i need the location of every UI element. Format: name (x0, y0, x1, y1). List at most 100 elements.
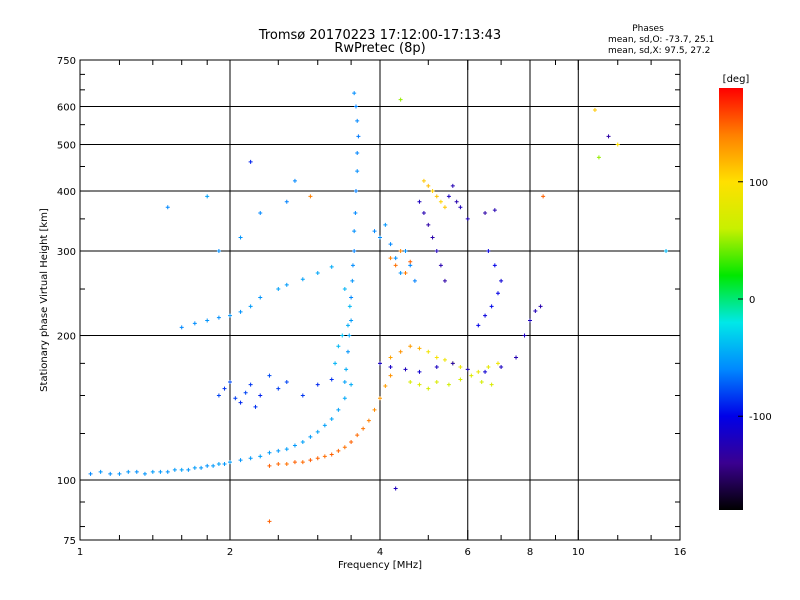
data-point (165, 205, 170, 210)
data-point (408, 263, 413, 268)
data-point (222, 386, 227, 391)
data-point (258, 211, 263, 216)
data-point (398, 349, 403, 354)
data-point (238, 235, 243, 240)
data-point (228, 380, 232, 385)
data-point (430, 189, 435, 194)
data-point (347, 333, 352, 338)
data-point (434, 194, 439, 199)
data-point (378, 361, 382, 366)
data-point (284, 447, 289, 452)
data-point (267, 450, 272, 455)
data-point (393, 263, 398, 268)
data-point (350, 278, 355, 283)
data-point (426, 349, 431, 354)
data-point (238, 400, 243, 405)
x-tick-label: 4 (377, 547, 383, 558)
data-point (355, 169, 360, 174)
data-point (465, 216, 470, 221)
data-point (352, 91, 357, 96)
data-point (222, 461, 227, 466)
axis-ticks: 1 2 4 6 8 10 16 75 100 200 300 400 500 600 750 (57, 56, 686, 558)
colorbar-tick-label: 100 (749, 178, 768, 189)
data-point (333, 361, 338, 366)
data-point (172, 467, 177, 472)
data-point (417, 346, 422, 351)
data-point (150, 469, 155, 474)
data-point (336, 407, 341, 412)
colorbar-tick-label: -100 (749, 412, 772, 423)
data-point (199, 465, 204, 470)
x-tick-label: 6 (465, 547, 471, 558)
data-point (499, 278, 504, 283)
data-points (88, 91, 669, 524)
data-point (284, 461, 289, 466)
data-point (258, 393, 263, 398)
data-point (353, 104, 358, 109)
x-tick-label: 8 (527, 547, 533, 558)
data-point (352, 229, 357, 234)
data-point (476, 369, 481, 374)
data-point (292, 443, 297, 448)
data-point (446, 382, 451, 387)
data-point (393, 256, 398, 261)
data-point (412, 278, 417, 283)
data-point (446, 194, 451, 199)
data-point (238, 458, 243, 463)
data-point (499, 364, 504, 369)
data-point (258, 454, 263, 459)
y-axis-label: Stationary phase Virtual Height [km] (39, 208, 50, 392)
data-point (284, 199, 289, 204)
data-point (596, 155, 601, 160)
data-point (267, 519, 272, 524)
data-point (284, 380, 289, 385)
colorbar-label: [deg] (723, 74, 750, 85)
x-tick-label: 10 (572, 547, 585, 558)
data-point (243, 390, 248, 395)
data-point (492, 263, 497, 268)
data-point (276, 287, 281, 292)
data-point (372, 407, 377, 412)
data-point (192, 321, 197, 326)
data-point (329, 417, 334, 422)
data-point (267, 373, 272, 378)
data-point (342, 287, 347, 292)
data-point (434, 364, 439, 369)
data-point (267, 463, 272, 468)
phases-mean-o: mean, sd,O: -73.7, 25.1 (608, 35, 714, 45)
data-point (315, 429, 320, 434)
data-point (528, 318, 532, 323)
data-point (228, 313, 232, 318)
data-point (329, 377, 334, 382)
colorbar-ticks: 100 0 -100 (738, 178, 772, 423)
data-point (342, 396, 347, 401)
y-tick-label: 100 (57, 476, 76, 487)
data-point (483, 211, 488, 216)
data-point (205, 318, 210, 323)
data-point (117, 471, 122, 476)
data-point (430, 235, 435, 240)
data-point (216, 315, 221, 320)
data-point (336, 344, 341, 349)
data-point (276, 448, 281, 453)
data-point (426, 386, 431, 391)
data-point (458, 364, 463, 369)
data-point (438, 263, 443, 268)
data-point (98, 469, 103, 474)
data-point (476, 323, 481, 328)
data-point (378, 235, 382, 240)
data-point (378, 396, 382, 401)
data-point (322, 423, 327, 428)
data-point (329, 264, 334, 269)
data-point (393, 486, 398, 491)
data-point (454, 199, 459, 204)
data-point (372, 229, 377, 234)
data-point (486, 364, 491, 369)
data-point (345, 349, 350, 354)
data-point (592, 108, 597, 113)
colorbar-tick-label: 0 (749, 295, 755, 306)
data-point (158, 469, 163, 474)
data-point (315, 382, 320, 387)
data-point (403, 249, 408, 254)
data-point (533, 308, 538, 313)
